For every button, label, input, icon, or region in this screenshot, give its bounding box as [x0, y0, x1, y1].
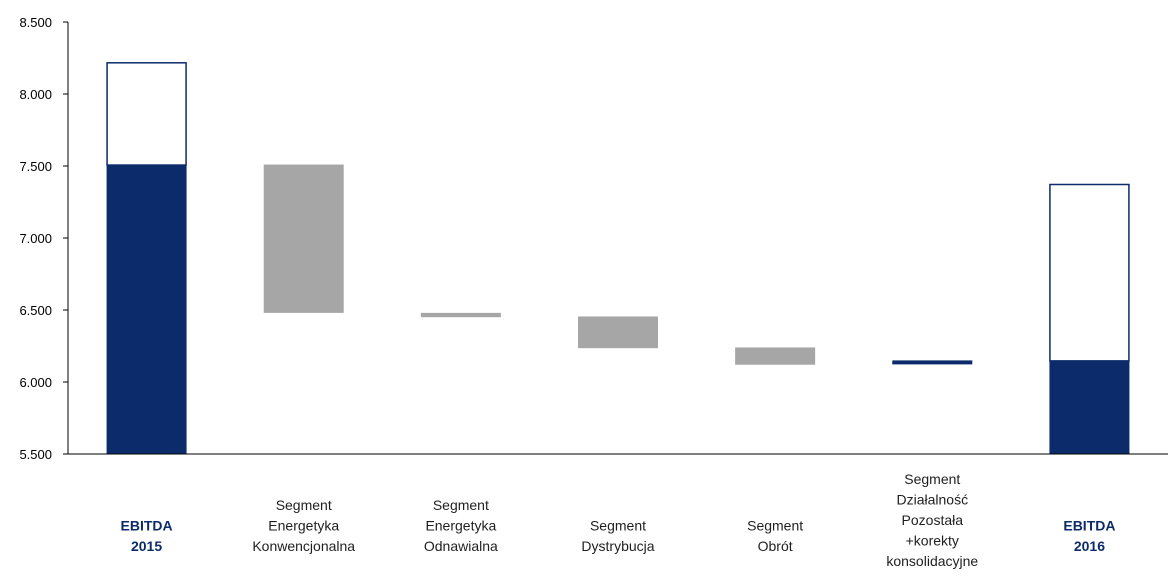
x-category-label: Energetyka	[268, 518, 339, 534]
y-tick-label: 8.500	[19, 15, 52, 30]
delta-bar	[735, 347, 816, 365]
y-tick-label: 5.500	[19, 447, 52, 462]
x-category-label: Segment	[276, 497, 332, 513]
total-bar-outline	[1049, 183, 1130, 362]
bars-group	[106, 62, 1130, 454]
total-bar-filled	[1049, 360, 1130, 454]
x-category-label: Segment	[433, 497, 489, 513]
x-category-label: EBITDA	[121, 518, 173, 534]
x-category-label: Odnawialna	[424, 538, 498, 554]
x-category-label: Obrót	[758, 538, 793, 554]
y-tick-label: 6.500	[19, 303, 52, 318]
x-category-label: +korekty	[906, 533, 959, 549]
y-tick-label: 7.500	[19, 159, 52, 174]
total-bar-filled	[106, 164, 187, 454]
x-category-label: Konwencjonalna	[252, 538, 355, 554]
x-category-label: konsolidacyjne	[886, 553, 978, 569]
x-category-label: Segment	[904, 471, 960, 487]
y-tick-label: 6.000	[19, 375, 52, 390]
delta-bar	[263, 164, 344, 313]
total-bar-outline	[106, 62, 187, 166]
x-category-label: Dystrybucja	[581, 538, 654, 554]
y-axis: 5.500 6.000 6.500 7.000 7.500 8.000 8.500	[19, 15, 68, 462]
x-category-label: 2015	[131, 538, 162, 554]
x-category-label: 2016	[1074, 538, 1105, 554]
x-axis-labels: EBITDA 2015 Segment Energetyka Konwencjonaln…	[121, 471, 1116, 569]
x-category-label: Segment	[590, 518, 646, 534]
delta-bar	[578, 316, 658, 349]
y-tick-label: 7.000	[19, 231, 52, 246]
delta-bar	[420, 312, 501, 318]
x-category-label: Pozostała	[902, 512, 964, 528]
x-category-label: Segment	[747, 518, 803, 534]
x-category-label: EBITDA	[1063, 518, 1115, 534]
x-category-label: Działalność	[896, 492, 968, 508]
delta-bar	[892, 360, 973, 365]
y-tick-label: 8.000	[19, 87, 52, 102]
x-category-label: Energetyka	[425, 518, 496, 534]
